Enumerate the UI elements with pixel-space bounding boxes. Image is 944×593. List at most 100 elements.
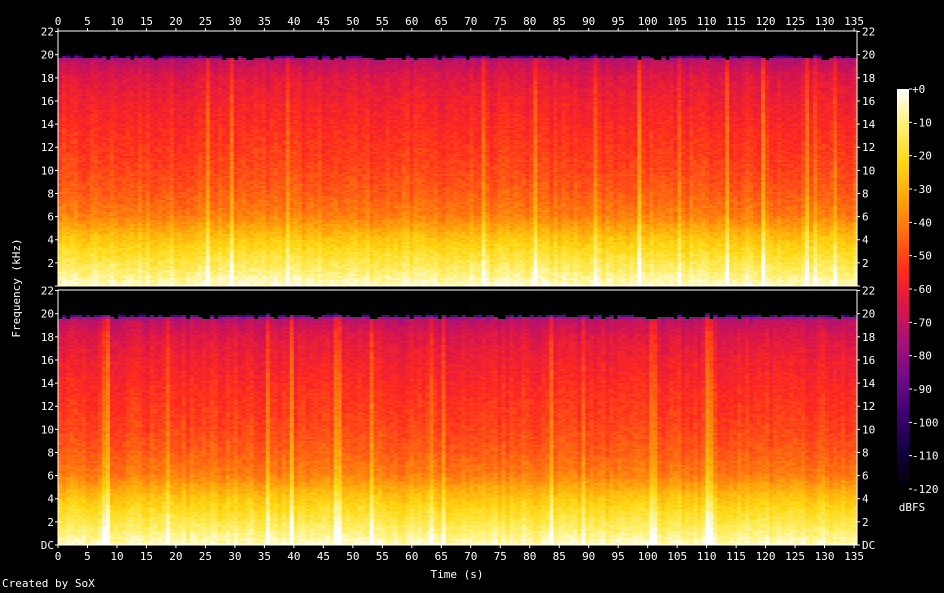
- y-tick-label: 22: [41, 285, 54, 298]
- x-tick-label: 120: [756, 15, 776, 28]
- x-tick-label: 100: [638, 15, 658, 28]
- x-tick-label: 55: [376, 15, 389, 28]
- y-tick-label: 14: [862, 377, 876, 390]
- x-tick-label: 5: [84, 15, 91, 28]
- x-tick-label: 115: [726, 550, 746, 563]
- x-tick-label: 135: [844, 550, 864, 563]
- x-tick-label: 0: [55, 15, 62, 28]
- x-tick-label: 10: [110, 15, 123, 28]
- y-tick-label: 4: [47, 493, 54, 506]
- x-tick-label: 135: [844, 15, 864, 28]
- y-tick-label: 20: [41, 49, 54, 62]
- x-tick-label: 70: [464, 550, 477, 563]
- x-tick-label: 30: [228, 15, 241, 28]
- colorbar-label: dBFS: [899, 501, 926, 514]
- y-tick-label: 20: [862, 308, 875, 321]
- x-tick-label: 80: [523, 15, 536, 28]
- x-tick-label: 35: [258, 15, 271, 28]
- y-tick-label: 12: [862, 400, 875, 413]
- x-tick-label: 85: [553, 15, 566, 28]
- colorbar-tick-label: -70: [912, 316, 932, 329]
- y-tick-label: 10: [41, 423, 54, 436]
- colorbar-gradient: [897, 89, 909, 489]
- x-tick-label: 125: [785, 550, 805, 563]
- y-tick-label: 16: [862, 95, 875, 108]
- y-tick-label: 18: [862, 331, 875, 344]
- y-tick-label: 14: [41, 118, 55, 131]
- x-tick-label: 95: [612, 15, 625, 28]
- x-tick-label: 125: [785, 15, 805, 28]
- colorbar-tick-label: -80: [912, 350, 932, 363]
- x-tick-label: 15: [140, 550, 153, 563]
- x-tick-label: 90: [582, 550, 595, 563]
- y-tick-label: 8: [862, 187, 869, 200]
- y-tick-label: 14: [41, 377, 55, 390]
- x-tick-label: 80: [523, 550, 536, 563]
- y-tick-label: 12: [41, 141, 54, 154]
- y-tick-label: 16: [41, 354, 54, 367]
- colorbar-tick-label: -50: [912, 250, 932, 263]
- colorbar-tick-label: -20: [912, 150, 932, 163]
- x-tick-label: 110: [697, 15, 717, 28]
- x-tick-label: 45: [317, 550, 330, 563]
- y-tick-label: 8: [862, 446, 869, 459]
- y-tick-label: 2: [862, 257, 869, 270]
- x-tick-label: 130: [815, 550, 835, 563]
- credit-text: Created by SoX: [2, 577, 95, 590]
- x-tick-label: 120: [756, 550, 776, 563]
- y-tick-label: 10: [862, 423, 875, 436]
- x-tick-label: 115: [726, 15, 746, 28]
- x-tick-label: 15: [140, 15, 153, 28]
- x-tick-label: 25: [199, 550, 212, 563]
- x-tick-label: 25: [199, 15, 212, 28]
- x-tick-label: 40: [287, 15, 300, 28]
- x-tick-label: 105: [667, 15, 687, 28]
- y-tick-label: 18: [41, 331, 54, 344]
- y-tick-label: 4: [47, 234, 54, 247]
- y-tick-label: 2: [47, 257, 54, 270]
- x-tick-label: 50: [346, 15, 359, 28]
- y-tick-label: 12: [862, 141, 875, 154]
- y-tick-label: 16: [862, 354, 875, 367]
- y-tick-label: 20: [862, 49, 875, 62]
- x-tick-label: 90: [582, 15, 595, 28]
- colorbar-tick-label: -110: [912, 450, 939, 463]
- x-tick-label: 60: [405, 15, 418, 28]
- y-tick-label: 4: [862, 234, 869, 247]
- y-tick-label: 2: [47, 516, 54, 529]
- y-tick-label: 16: [41, 95, 54, 108]
- channel-1-plot: [58, 31, 858, 286]
- x-tick-label: 110: [697, 550, 717, 563]
- x-tick-label: 65: [435, 550, 448, 563]
- colorbar-tick-label: -100: [912, 416, 939, 429]
- x-tick-label: 45: [317, 15, 330, 28]
- x-tick-label: 70: [464, 15, 477, 28]
- colorbar-tick-label: -30: [912, 183, 932, 196]
- y-tick-label: 8: [47, 187, 54, 200]
- x-tick-label: 30: [228, 550, 241, 563]
- colorbar-tick-label: -40: [912, 216, 932, 229]
- y-tick-label: 6: [862, 470, 869, 483]
- y-tick-label: 22: [862, 285, 875, 298]
- x-tick-label: 55: [376, 550, 389, 563]
- x-tick-label: 75: [494, 550, 507, 563]
- x-tick-label: 105: [667, 550, 687, 563]
- colorbar: +0-10-20-30-40-50-60-70-80-90-100-110-12…: [897, 83, 939, 496]
- y-tick-label: 6: [862, 211, 869, 224]
- x-tick-label: 20: [169, 15, 182, 28]
- x-axis-label: Time (s): [431, 568, 484, 581]
- colorbar-tick-label: +0: [912, 83, 925, 96]
- y-tick-label: 2: [862, 516, 869, 529]
- y-tick-label: 20: [41, 308, 54, 321]
- x-tick-label: 20: [169, 550, 182, 563]
- y-tick-label: 18: [41, 72, 54, 85]
- x-tick-label: 40: [287, 550, 300, 563]
- y-tick-label: 10: [41, 164, 54, 177]
- x-tick-label: 65: [435, 15, 448, 28]
- x-tick-label: 95: [612, 550, 625, 563]
- y-tick-label: 14: [862, 118, 876, 131]
- y-tick-label: 6: [47, 211, 54, 224]
- y-tick-label: 6: [47, 470, 54, 483]
- x-tick-label: 0: [55, 550, 62, 563]
